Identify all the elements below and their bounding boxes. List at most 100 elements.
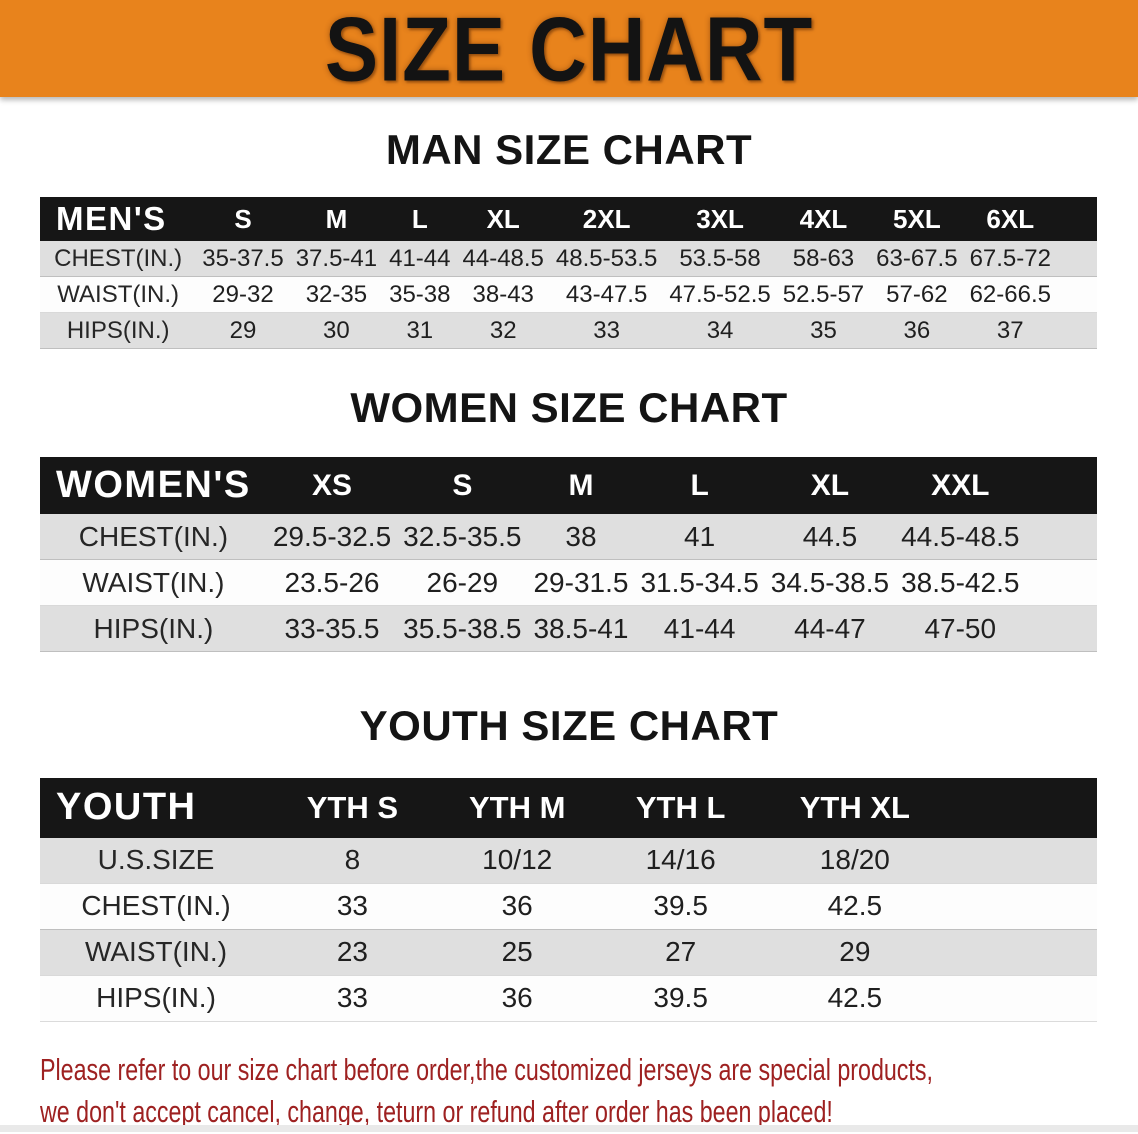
size-value-cell: 31 bbox=[383, 312, 457, 350]
size-value-cell: 29 bbox=[759, 929, 950, 976]
spacer-cell bbox=[1025, 605, 1097, 653]
size-column-header: XXL bbox=[895, 457, 1026, 515]
size-column-header: 3XL bbox=[663, 197, 777, 242]
size-value-cell: 8 bbox=[272, 837, 433, 884]
size-column-header: S bbox=[397, 457, 528, 515]
size-column-header: YTH M bbox=[432, 777, 602, 838]
youth-size-table: YOUTH YTH S YTH M YTH L YTH XL U.S.SIZE … bbox=[40, 777, 1097, 1022]
size-value-cell: 33 bbox=[272, 975, 433, 1022]
size-value-cell: 23.5-26 bbox=[266, 559, 398, 607]
disclaimer-text: Please refer to our size chart before or… bbox=[40, 1049, 1138, 1134]
size-column-header: YTH S bbox=[272, 777, 433, 838]
size-value-cell: 36 bbox=[870, 312, 964, 350]
size-value-cell: 44.5-48.5 bbox=[895, 514, 1026, 561]
header-row: MEN'S S M L XL 2XL 3XL 4XL 5XL 6XL bbox=[40, 197, 1097, 242]
size-value-cell: 53.5-58 bbox=[663, 241, 777, 278]
size-value-cell: 57-62 bbox=[870, 276, 964, 314]
size-value-cell: 67.5-72 bbox=[963, 241, 1057, 278]
size-value-cell: 44.5 bbox=[764, 514, 896, 561]
size-value-cell: 62-66.5 bbox=[963, 276, 1057, 314]
size-value-cell: 31.5-34.5 bbox=[634, 559, 765, 607]
size-value-cell: 33 bbox=[549, 312, 664, 350]
size-value-cell: 38.5-41 bbox=[527, 605, 635, 653]
size-column-header: 5XL bbox=[870, 197, 964, 242]
size-value-cell: 29-31.5 bbox=[527, 559, 635, 607]
size-value-cell: 18/20 bbox=[759, 837, 950, 884]
header-row: YOUTH YTH S YTH M YTH L YTH XL bbox=[40, 777, 1097, 838]
size-column-header: XS bbox=[266, 457, 398, 515]
size-value-cell: 58-63 bbox=[776, 241, 871, 278]
row-label: HIPS(IN.) bbox=[40, 312, 197, 350]
table-row: HIPS(IN.) 33-35.5 35.5-38.5 38.5-41 41-4… bbox=[40, 605, 1097, 653]
row-label: HIPS(IN.) bbox=[40, 605, 267, 653]
size-value-cell: 41-44 bbox=[383, 241, 457, 278]
table-corner-label: WOMEN'S bbox=[40, 457, 267, 515]
size-column-header: XL bbox=[456, 197, 550, 242]
spacer-cell bbox=[1025, 457, 1097, 515]
size-column-header: M bbox=[289, 197, 384, 242]
page-title: SIZE CHART bbox=[324, 0, 814, 100]
spacer-cell bbox=[950, 975, 1097, 1022]
size-value-cell: 63-67.5 bbox=[870, 241, 964, 278]
size-column-header: YTH L bbox=[601, 777, 760, 838]
row-label: WAIST(IN.) bbox=[40, 929, 272, 976]
size-value-cell: 35-38 bbox=[383, 276, 457, 314]
size-value-cell: 42.5 bbox=[759, 883, 950, 930]
size-value-cell: 32-35 bbox=[289, 276, 384, 314]
size-value-cell: 48.5-53.5 bbox=[549, 241, 664, 278]
size-value-cell: 27 bbox=[601, 929, 760, 976]
spacer-cell bbox=[1025, 514, 1097, 561]
size-column-header: L bbox=[634, 457, 765, 515]
womens-size-table: WOMEN'S XS S M L XL XXL CHEST(IN.) 29.5-… bbox=[40, 457, 1097, 653]
size-column-header: YTH XL bbox=[759, 777, 950, 838]
table-row: CHEST(IN.) 35-37.5 37.5-41 41-44 44-48.5… bbox=[40, 241, 1097, 278]
size-value-cell: 33-35.5 bbox=[266, 605, 398, 653]
row-label: CHEST(IN.) bbox=[40, 241, 197, 278]
row-label: WAIST(IN.) bbox=[40, 276, 197, 314]
size-value-cell: 38.5-42.5 bbox=[895, 559, 1026, 607]
table-row: CHEST(IN.) 29.5-32.5 32.5-35.5 38 41 44.… bbox=[40, 514, 1097, 561]
bottom-edge-strip bbox=[0, 1125, 1138, 1132]
size-value-cell: 38-43 bbox=[456, 276, 550, 314]
table-row: WAIST(IN.) 23.5-26 26-29 29-31.5 31.5-34… bbox=[40, 559, 1097, 607]
size-column-header: 6XL bbox=[963, 197, 1057, 242]
size-value-cell: 29-32 bbox=[196, 276, 290, 314]
table-row: WAIST(IN.) 23 25 27 29 bbox=[40, 929, 1097, 976]
size-value-cell: 47.5-52.5 bbox=[663, 276, 777, 314]
size-value-cell: 35.5-38.5 bbox=[397, 605, 528, 653]
size-value-cell: 34 bbox=[663, 312, 777, 350]
mens-size-table: MEN'S S M L XL 2XL 3XL 4XL 5XL 6XL CHEST… bbox=[40, 197, 1097, 350]
size-value-cell: 29 bbox=[196, 312, 290, 350]
size-column-header: M bbox=[527, 457, 635, 515]
size-value-cell: 44-47 bbox=[764, 605, 896, 653]
table-row: U.S.SIZE 8 10/12 14/16 18/20 bbox=[40, 837, 1097, 884]
size-value-cell: 10/12 bbox=[432, 837, 602, 884]
size-value-cell: 35 bbox=[776, 312, 871, 350]
header-row: WOMEN'S XS S M L XL XXL bbox=[40, 457, 1097, 515]
spacer-cell bbox=[950, 929, 1097, 976]
size-value-cell: 30 bbox=[289, 312, 384, 350]
women-section-title: WOMEN SIZE CHART bbox=[350, 384, 788, 432]
size-value-cell: 39.5 bbox=[601, 975, 760, 1022]
size-value-cell: 25 bbox=[432, 929, 602, 976]
size-value-cell: 39.5 bbox=[601, 883, 760, 930]
disclaimer-line-2: we don't accept cancel, change, teturn o… bbox=[40, 1094, 833, 1130]
size-value-cell: 52.5-57 bbox=[776, 276, 871, 314]
size-value-cell: 29.5-32.5 bbox=[266, 514, 398, 561]
table-row: WAIST(IN.) 29-32 32-35 35-38 38-43 43-47… bbox=[40, 276, 1097, 314]
spacer-cell bbox=[950, 777, 1097, 838]
row-label: U.S.SIZE bbox=[40, 837, 272, 884]
size-column-header: 2XL bbox=[549, 197, 664, 242]
disclaimer-line-1: Please refer to our size chart before or… bbox=[40, 1051, 933, 1087]
size-value-cell: 36 bbox=[432, 883, 602, 930]
table-row: HIPS(IN.) 33 36 39.5 42.5 bbox=[40, 975, 1097, 1022]
size-value-cell: 41-44 bbox=[634, 605, 765, 653]
size-value-cell: 14/16 bbox=[601, 837, 760, 884]
size-column-header: S bbox=[196, 197, 290, 242]
youth-section-title: YOUTH SIZE CHART bbox=[359, 702, 779, 750]
row-label: CHEST(IN.) bbox=[40, 514, 267, 561]
size-value-cell: 38 bbox=[527, 514, 635, 561]
men-section-title: MAN SIZE CHART bbox=[385, 126, 753, 173]
spacer-cell bbox=[1056, 241, 1097, 278]
size-value-cell: 47-50 bbox=[895, 605, 1026, 653]
